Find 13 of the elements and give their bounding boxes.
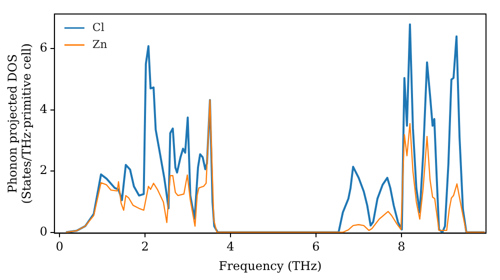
x-tick-label: 8 (398, 240, 406, 254)
y-tick-label: 0 (40, 224, 48, 238)
y-tick-label: 2 (40, 163, 48, 178)
x-tick-label: 2 (141, 240, 149, 254)
y-axis-title: Phonon projected DOS (States/THz·primitive cell) (5, 43, 34, 204)
legend-label: Cl (92, 20, 105, 34)
y-tick-label: 6 (40, 40, 48, 55)
y-tick-label: 4 (40, 102, 48, 116)
x-axis-title: Frequency (THz) (218, 258, 322, 273)
x-tick-label: 6 (312, 240, 320, 254)
x-tick-label: 0 (56, 240, 64, 254)
legend-label: Zn (92, 38, 108, 51)
x-tick-label: 4 (226, 240, 235, 254)
